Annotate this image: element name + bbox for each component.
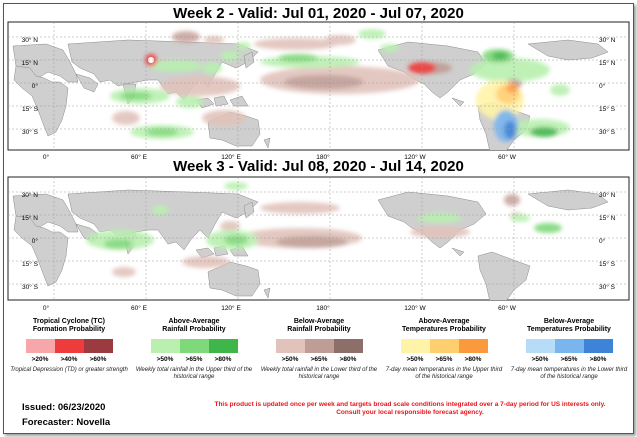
legend-title: Below-Average Temperatures Probability [527, 318, 611, 333]
week3-title: Week 3 - Valid: Jul 08, 2020 - Jul 14, 2… [173, 158, 464, 175]
legend-swatch-high [583, 339, 613, 353]
legend-swatch-mid [304, 339, 334, 353]
w2-lat-eq-left: 0° [32, 82, 39, 90]
legend-swatch-mid [554, 339, 584, 353]
legend-title: Tropical Cyclone (TC) Formation Probabil… [32, 318, 106, 333]
w2-lon-180: 180° [316, 153, 330, 161]
w3-lat-30s-right: 30° S [599, 283, 616, 291]
legend-title: Above-Average Temperatures Probability [402, 318, 486, 333]
legend-above-rainfall: Above-Average Rainfall Probability >50% … [133, 318, 255, 381]
w3-lon-120e: 120° E [221, 304, 241, 312]
legend-swatch-low [25, 339, 55, 353]
week2-map [7, 21, 630, 151]
legend-swatch-low [150, 339, 180, 353]
w2-lat-15s-right: 15° S [599, 105, 616, 113]
w3-lon-180: 180° [316, 304, 330, 312]
w2-lon-120w: 120° W [404, 153, 426, 161]
legend-tc-formation: Tropical Cyclone (TC) Formation Probabil… [8, 318, 130, 374]
legend-note: 7-day mean temperatures in the Upper thi… [385, 367, 503, 380]
w3-lat-eq-right: 0° [599, 237, 606, 245]
w2-lat-30s-right: 30° S [599, 128, 616, 136]
legend-below-rainfall: Below-Average Rainfall Probability >50% … [258, 318, 380, 381]
legend-above-temperature: Above-Average Temperatures Probability >… [383, 318, 505, 381]
legend-note: Weekly total rainfall in the Upper third… [135, 367, 253, 380]
tc-marker-icon [148, 57, 154, 63]
w2-lon-0: 0° [43, 153, 50, 161]
legend-swatch-low [525, 339, 555, 353]
legend-swatch-low [400, 339, 430, 353]
w2-lon-60w: 60° W [498, 153, 517, 161]
w3-lon-0: 0° [43, 304, 50, 312]
w3-lon-120w: 120° W [404, 304, 426, 312]
legend-title: Below-Average Rainfall Probability [287, 318, 351, 333]
legend-note: Tropical Depression (TD) or greater stre… [10, 367, 128, 373]
forecaster-name: Forecaster: Novella [22, 417, 111, 428]
legend-swatch-high [458, 339, 488, 353]
w3-lat-30n-right: 30° N [599, 191, 616, 199]
w2-lat-30n-right: 30° N [599, 36, 616, 44]
legend-swatch-high [333, 339, 363, 353]
legend-note: 7-day mean temperatures in the Lower thi… [510, 367, 628, 380]
week3-map [7, 176, 630, 301]
legend-swatch-mid [54, 339, 84, 353]
w3-lat-30s-left: 30° S [22, 283, 39, 291]
w2-lat-30n-left: 30° N [22, 36, 39, 44]
w3-lon-60w: 60° W [498, 304, 517, 312]
week2-title: Week 2 - Valid: Jul 01, 2020 - Jul 07, 2… [173, 5, 464, 22]
legend-note: Weekly total rainfall in the Lower third… [260, 367, 378, 380]
legend-title: Above-Average Rainfall Probability [162, 318, 226, 333]
w3-lat-15s-left: 15° S [22, 260, 39, 268]
w2-lon-120e: 120° E [221, 153, 241, 161]
w2-lat-eq-right: 0° [599, 82, 606, 90]
legend-swatch-mid [179, 339, 209, 353]
w2-lat-15s-left: 15° S [22, 105, 39, 113]
w3-lat-15n-right: 15° N [599, 214, 616, 222]
w3-lat-eq-left: 0° [32, 237, 39, 245]
w2-lat-15n-right: 15° N [599, 59, 616, 67]
disclaimer: This product is updated once per week an… [214, 401, 606, 416]
w3-lon-60e: 60° E [131, 304, 148, 312]
w3-lat-30n-left: 30° N [22, 191, 39, 199]
legend-below-temperature: Below-Average Temperatures Probability >… [508, 318, 630, 381]
legend-swatch-low [275, 339, 305, 353]
legend-swatch-high [208, 339, 238, 353]
issued-date: Issued: 06/23/2020 [22, 402, 106, 413]
legend-swatch-high [83, 339, 113, 353]
w3-lat-15s-right: 15° S [599, 260, 616, 268]
w2-lon-60e: 60° E [131, 153, 148, 161]
legend-swatch-mid [429, 339, 459, 353]
w2-lat-15n-left: 15° N [22, 59, 39, 67]
w2-lat-30s-left: 30° S [22, 128, 39, 136]
w3-lat-15n-left: 15° N [22, 214, 39, 222]
